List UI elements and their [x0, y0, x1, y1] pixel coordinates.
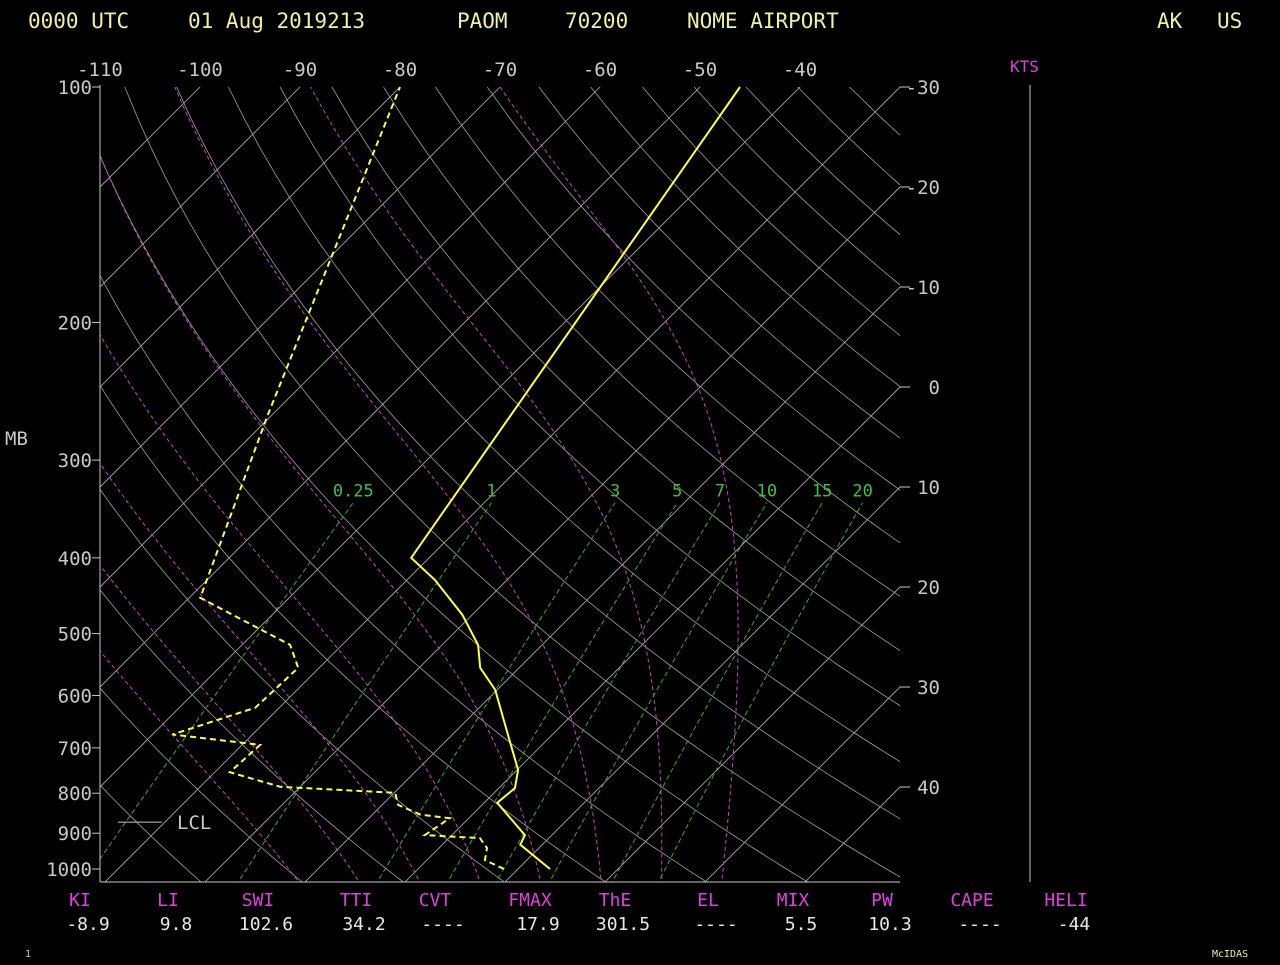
footer-left: 1 — [25, 949, 31, 960]
wind-label: KTS — [1010, 57, 1039, 76]
x-tick-label: -70 — [483, 59, 517, 81]
isotherm-label: 10 — [917, 477, 940, 499]
isotherm-label: -10 — [906, 277, 940, 299]
header-country: US — [1217, 9, 1242, 33]
index-value: 10.3 — [868, 914, 911, 935]
index-label: CVT — [419, 890, 452, 911]
index-label: MIX — [777, 890, 810, 911]
index-label: PW — [871, 890, 893, 911]
footer-right: McIDAS — [1212, 949, 1248, 960]
index-label: TTI — [340, 890, 373, 911]
y-tick-label: 500 — [58, 624, 92, 646]
isotherm-label: -30 — [906, 77, 940, 99]
lcl-label: LCL — [177, 812, 211, 834]
y-tick-label: 400 — [58, 548, 92, 570]
index-label: LI — [157, 890, 179, 911]
index-value: 301.5 — [596, 914, 650, 935]
mixing-ratio-label: 0.25 — [333, 482, 374, 502]
index-value: 102.6 — [239, 914, 293, 935]
header-time: 0000 UTC — [28, 9, 129, 33]
x-tick-label: -60 — [583, 59, 617, 81]
y-axis-label: MB — [5, 428, 28, 450]
header-state: AK — [1157, 9, 1183, 33]
index-label: HELI — [1044, 890, 1087, 911]
mixing-ratio-label: 5 — [672, 482, 682, 502]
y-tick-label: 700 — [58, 738, 92, 760]
header-station: PAOM — [457, 9, 508, 33]
index-label: EL — [697, 890, 719, 911]
isotherm-label: 40 — [917, 777, 940, 799]
index-label: ThE — [599, 890, 632, 911]
x-tick-label: -100 — [177, 59, 223, 81]
index-value: 9.8 — [160, 914, 193, 935]
index-label: CAPE — [950, 890, 993, 911]
x-tick-label: -90 — [283, 59, 317, 81]
index-value: 17.9 — [516, 914, 559, 935]
index-label: FMAX — [508, 890, 552, 911]
x-tick-label: -80 — [383, 59, 417, 81]
index-value: ---- — [694, 914, 737, 935]
mixing-ratio-label: 1 — [486, 482, 496, 502]
x-tick-label: -50 — [683, 59, 717, 81]
index-value: 34.2 — [342, 914, 385, 935]
mixing-ratio-label: 15 — [812, 482, 832, 502]
x-tick-label: -40 — [783, 59, 817, 81]
index-value: ---- — [958, 914, 1001, 935]
mixing-ratio-label: 7 — [715, 482, 725, 502]
isotherm-label: 0 — [929, 377, 940, 399]
y-tick-label: 100 — [58, 77, 92, 99]
y-tick-label: 200 — [58, 312, 92, 334]
y-tick-label: 900 — [58, 823, 92, 845]
header-station-number: 70200 — [565, 9, 628, 33]
y-tick-label: 800 — [58, 783, 92, 805]
header-station-name: NOME AIRPORT — [687, 9, 839, 33]
index-value: ---- — [421, 914, 464, 935]
index-label: SWI — [242, 890, 275, 911]
index-value: -8.9 — [66, 914, 109, 935]
y-tick-label: 600 — [58, 686, 92, 708]
y-tick-label: 1000 — [46, 859, 92, 881]
mixing-ratio-label: 10 — [757, 482, 777, 502]
header-date: 01 Aug 2019213 — [188, 9, 365, 33]
index-value: -44 — [1058, 914, 1091, 935]
isotherm-label: 30 — [917, 677, 940, 699]
mixing-ratio-label: 20 — [852, 482, 872, 502]
isotherm-label: 20 — [917, 577, 940, 599]
index-label: KI — [69, 890, 91, 911]
index-value: 5.5 — [785, 914, 818, 935]
mixing-ratio-label: 3 — [610, 482, 620, 502]
y-tick-label: 300 — [58, 450, 92, 472]
isotherm-label: -20 — [906, 177, 940, 199]
